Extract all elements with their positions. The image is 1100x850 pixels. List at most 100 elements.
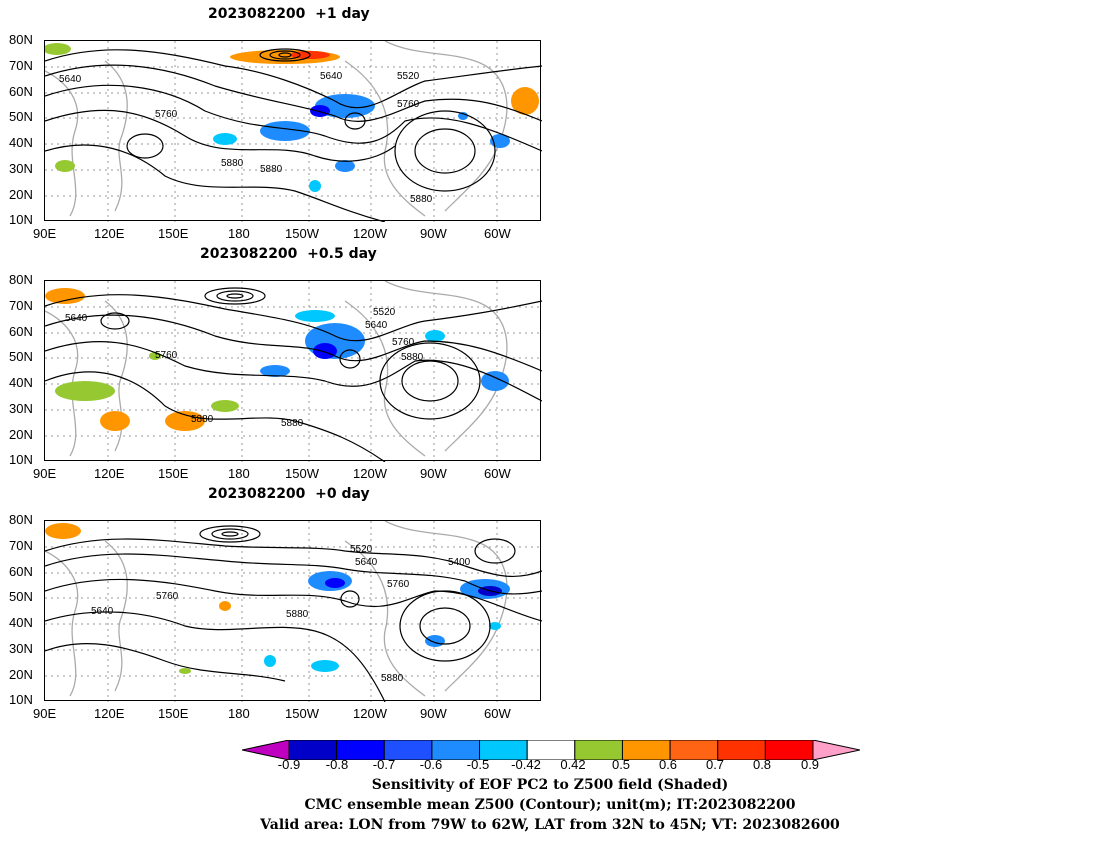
lat-tick: 60N	[9, 324, 33, 339]
colorbar-tick-label: 0.5	[611, 757, 631, 772]
lon-tick: 150W	[285, 466, 319, 481]
panel-1-contour-labels: 5640 5640 5520 5760 5760 5880 5880 5880	[59, 71, 433, 205]
lon-tick: 180	[228, 706, 250, 721]
lon-tick: 120W	[353, 226, 387, 241]
panel-2-contour-label: 5880	[191, 414, 214, 425]
panel-2-contour-label: 5760	[392, 337, 415, 348]
panel-1-contour-label: 5520	[397, 71, 420, 82]
lon-tick: 60W	[484, 706, 511, 721]
panel-3-contour-label: 5400	[448, 557, 471, 568]
lat-tick: 20N	[9, 667, 33, 682]
lon-tick: 120E	[94, 226, 125, 241]
colorbar-tick-label: -0.42	[511, 757, 541, 772]
lon-tick: 90W	[420, 226, 447, 241]
lon-tick: 90W	[420, 466, 447, 481]
panel-2-contour-label: 5640	[365, 320, 388, 331]
lat-tick: 30N	[9, 641, 33, 656]
colorbar-tick-label: 0.6	[658, 757, 678, 772]
lat-tick: 50N	[9, 349, 33, 364]
lat-tick: 80N	[9, 272, 33, 287]
lon-tick: 150W	[285, 226, 319, 241]
panel-2-gridlines	[45, 281, 542, 462]
panel-3-contour-labels: 5520 5400 5640 5760 5640 5760 5880 5880	[91, 544, 471, 684]
lon-tick: 150E	[158, 466, 189, 481]
panel-3-title: 2023082200 +0 day	[208, 486, 370, 502]
panel-3-contour-label: 5760	[387, 579, 410, 590]
lat-tick: 30N	[9, 401, 33, 416]
lat-tick: 30N	[9, 161, 33, 176]
lon-tick: 180	[228, 466, 250, 481]
lon-tick: 120W	[353, 706, 387, 721]
lat-tick: 10N	[9, 692, 33, 707]
colorbar-tick-label: -0.8	[325, 757, 349, 772]
panel-1-contour-label: 5880	[410, 194, 433, 205]
lat-tick: 40N	[9, 615, 33, 630]
panel-1-map-svg: 5640 5640 5520 5760 5760 5880 5880 5880	[45, 41, 542, 222]
colorbar-tick-label: 0.8	[752, 757, 772, 772]
panel-2-contour-label: 5520	[373, 307, 396, 318]
panel-3-contour-label: 5880	[286, 609, 309, 620]
colorbar	[241, 739, 861, 761]
colorbar-tick-label: 0.7	[705, 757, 725, 772]
lat-tick: 50N	[9, 109, 33, 124]
panel-3-shading	[45, 523, 510, 674]
lat-tick: 10N	[9, 212, 33, 227]
lat-tick: 60N	[9, 564, 33, 579]
lon-tick: 90E	[33, 226, 57, 241]
lon-tick: 90W	[420, 706, 447, 721]
lon-tick: 60W	[484, 226, 511, 241]
colorbar-tick-label: 0.42	[560, 757, 586, 772]
panel-1-contour-label: 5640	[59, 74, 82, 85]
lon-tick: 120E	[94, 706, 125, 721]
panel-2-title: 2023082200 +0.5 day	[200, 246, 377, 262]
panel-2-contour-labels: 5640 5520 5640 5760 5760 5880 5880 5880	[65, 307, 424, 429]
caption-line-1: Sensitivity of EOF PC2 to Z500 field (Sh…	[371, 777, 729, 793]
panel-1-contour-label: 5880	[260, 164, 283, 175]
lat-tick: 40N	[9, 375, 33, 390]
panel-3-map-svg: 5520 5400 5640 5760 5640 5760 5880 5880	[45, 521, 542, 702]
panel-2-map-svg: 5640 5520 5640 5760 5760 5880 5880 5880	[45, 281, 542, 462]
lon-tick: 150W	[285, 706, 319, 721]
lon-tick: 120W	[353, 466, 387, 481]
panel-3-coastlines	[45, 521, 508, 697]
colorbar-tick-label: -0.7	[372, 757, 396, 772]
panel-3-contour-label: 5640	[355, 557, 378, 568]
panel-2-map: 5640 5520 5640 5760 5760 5880 5880 5880	[44, 280, 542, 462]
lon-tick: 90E	[33, 706, 57, 721]
lat-tick: 40N	[9, 135, 33, 150]
lon-tick: 150E	[158, 706, 189, 721]
panel-3-contours	[45, 525, 542, 702]
panel-2-contours	[45, 287, 542, 462]
panel-3-map: 5520 5400 5640 5760 5640 5760 5880 5880	[44, 520, 542, 702]
panel-1-contour-label: 5880	[221, 158, 244, 169]
lon-tick: 180	[228, 226, 250, 241]
panel-1-contour-label: 5760	[397, 99, 420, 110]
lat-tick: 80N	[9, 32, 33, 47]
lat-tick: 20N	[9, 427, 33, 442]
panel-2-contour-label: 5880	[401, 352, 424, 363]
colorbar-tick-label: -0.6	[419, 757, 443, 772]
lat-tick: 50N	[9, 589, 33, 604]
lon-tick: 150E	[158, 226, 189, 241]
lat-tick: 70N	[9, 298, 33, 313]
panel-1-coastlines	[45, 41, 508, 217]
caption-line-2: CMC ensemble mean Z500 (Contour); unit(m…	[304, 797, 796, 813]
panel-3-contour-label: 5880	[381, 673, 404, 684]
lat-tick: 70N	[9, 538, 33, 553]
panel-3-contour-label: 5640	[91, 606, 114, 617]
panel-3-contour-label: 5520	[350, 544, 373, 555]
lat-tick: 20N	[9, 187, 33, 202]
lat-tick: 60N	[9, 84, 33, 99]
lon-tick: 60W	[484, 466, 511, 481]
panel-3-contour-label: 5760	[156, 591, 179, 602]
colorbar-tick-label: 0.9	[800, 757, 820, 772]
panel-3-gridlines	[45, 521, 542, 702]
lat-tick: 80N	[9, 512, 33, 527]
panel-2-contour-label: 5760	[155, 350, 178, 361]
colorbar-swatch	[812, 739, 861, 761]
panel-1-contour-label: 5760	[155, 109, 178, 120]
panel-2-contour-label: 5880	[281, 418, 304, 429]
lon-tick: 90E	[33, 466, 57, 481]
panel-1-contour-label: 5640	[320, 71, 343, 82]
panel-1-contours	[45, 48, 542, 222]
